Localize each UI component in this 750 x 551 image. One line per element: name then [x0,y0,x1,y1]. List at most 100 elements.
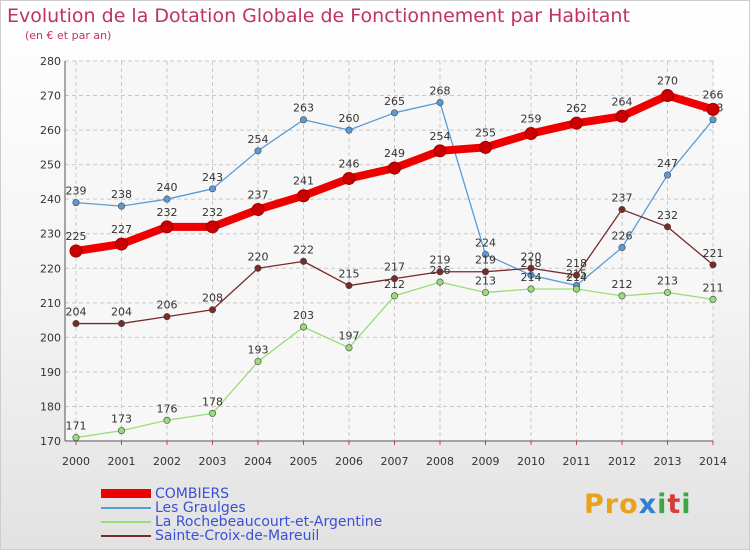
data-label-sainte-croix-de-mareuil: 232 [657,209,678,222]
legend-item: Les Graulges [101,500,246,516]
x-tick-label: 2014 [699,455,727,468]
data-label-combiers: 232 [202,206,223,219]
data-point-combiers [570,116,583,130]
y-tick-label: 170 [40,435,61,448]
x-tick-label: 2000 [62,455,90,468]
data-label-la-rochebeaucourt-et-argentine: 173 [111,413,132,426]
logo-letter: r [604,489,620,520]
data-label-les-graulges: 243 [202,171,223,184]
data-point-la-rochebeaucourt-et-argentine [481,288,489,296]
data-label-la-rochebeaucourt-et-argentine: 193 [248,344,269,357]
data-label-la-rochebeaucourt-et-argentine: 213 [475,274,496,287]
logo-letter: i [657,489,668,520]
data-point-la-rochebeaucourt-et-argentine [209,409,217,417]
data-label-sainte-croix-de-mareuil: 204 [111,306,132,319]
data-point-les-graulges [72,199,80,207]
data-label-les-graulges: 218 [521,257,542,270]
data-point-les-graulges [663,171,671,179]
data-label-la-rochebeaucourt-et-argentine: 171 [66,420,87,433]
data-point-sainte-croix-de-mareuil [572,271,580,279]
x-tick-label: 2005 [290,455,318,468]
logo-letter: i [681,489,692,520]
x-tick-label: 2004 [244,455,272,468]
x-tick-label: 2009 [472,455,500,468]
chart-subtitle: (en € et par an) [25,29,112,42]
data-point-sainte-croix-de-mareuil [254,264,262,272]
data-label-combiers: 249 [384,147,405,160]
data-label-combiers: 259 [521,113,542,126]
proxiti-logo: Proxiti [584,489,692,520]
y-tick-label: 270 [40,90,61,103]
x-tick-label: 2003 [199,455,227,468]
data-label-sainte-croix-de-mareuil: 219 [475,254,496,267]
data-label-combiers: 255 [475,126,496,139]
data-label-la-rochebeaucourt-et-argentine: 178 [202,395,223,408]
data-point-combiers [388,161,401,175]
x-tick-label: 2002 [153,455,181,468]
data-point-combiers [342,171,356,185]
y-tick-label: 230 [40,228,61,241]
data-point-combiers [615,109,629,123]
data-point-les-graulges [254,147,262,155]
data-label-combiers: 270 [657,75,678,88]
data-label-la-rochebeaucourt-et-argentine: 197 [339,330,360,343]
data-label-sainte-croix-de-mareuil: 204 [66,306,87,319]
data-label-sainte-croix-de-mareuil: 222 [293,243,314,256]
data-label-sainte-croix-de-mareuil: 219 [430,254,451,267]
data-point-sainte-croix-de-mareuil [299,257,307,265]
y-tick-label: 210 [40,297,61,310]
data-point-la-rochebeaucourt-et-argentine [663,288,671,296]
data-label-combiers: 227 [111,223,132,236]
y-tick-label: 260 [40,124,61,137]
data-label-sainte-croix-de-mareuil: 221 [703,247,724,260]
data-point-la-rochebeaucourt-et-argentine [527,285,535,293]
data-point-les-graulges [118,202,126,210]
data-label-les-graulges: 265 [384,95,405,108]
data-label-combiers: 264 [612,95,633,108]
legend-swatch [101,489,151,498]
data-point-sainte-croix-de-mareuil [209,306,217,314]
data-label-combiers: 237 [248,189,269,202]
data-label-combiers: 246 [339,157,360,170]
data-label-sainte-croix-de-mareuil: 220 [248,250,269,263]
y-tick-label: 180 [40,400,61,413]
logo-letter: x [638,489,658,520]
data-point-la-rochebeaucourt-et-argentine [72,434,80,442]
legend-label: COMBIERS [155,485,230,502]
data-point-sainte-croix-de-mareuil [163,313,171,321]
data-label-les-graulges: 263 [293,102,314,115]
data-point-les-graulges [209,185,217,193]
data-label-les-graulges: 238 [111,188,132,201]
data-point-la-rochebeaucourt-et-argentine [254,358,262,366]
data-point-les-graulges [527,271,535,279]
data-label-les-graulges: 268 [430,84,451,97]
x-tick-label: 2007 [381,455,409,468]
data-label-la-rochebeaucourt-et-argentine: 211 [703,281,724,294]
data-point-sainte-croix-de-mareuil [527,264,535,272]
legend-swatch [101,534,151,537]
data-label-combiers: 232 [157,206,178,219]
data-point-les-graulges [709,116,717,124]
data-point-combiers [706,102,720,116]
data-point-combiers [433,144,447,158]
logo-letter: P [584,489,605,520]
y-tick-label: 200 [40,331,61,344]
x-tick-label: 2006 [335,455,363,468]
data-point-sainte-croix-de-mareuil [345,282,353,290]
data-label-la-rochebeaucourt-et-argentine: 203 [293,309,314,322]
data-label-la-rochebeaucourt-et-argentine: 212 [612,278,633,291]
legend-swatch [101,506,151,509]
data-point-sainte-croix-de-mareuil [709,261,717,269]
y-tick-label: 250 [40,159,61,172]
data-label-les-graulges: 247 [657,157,678,170]
data-label-sainte-croix-de-mareuil: 206 [157,299,178,312]
data-label-sainte-croix-de-mareuil: 218 [566,257,587,270]
x-tick-label: 2010 [517,455,545,468]
legend-label: Sainte-Croix-de-Mareuil [155,527,320,544]
data-point-la-rochebeaucourt-et-argentine [572,285,580,293]
data-label-la-rochebeaucourt-et-argentine: 214 [521,271,542,284]
chart-title: Evolution de la Dotation Globale de Fonc… [7,5,630,27]
data-label-les-graulges: 226 [612,230,633,243]
data-label-les-graulges: 240 [157,181,178,194]
